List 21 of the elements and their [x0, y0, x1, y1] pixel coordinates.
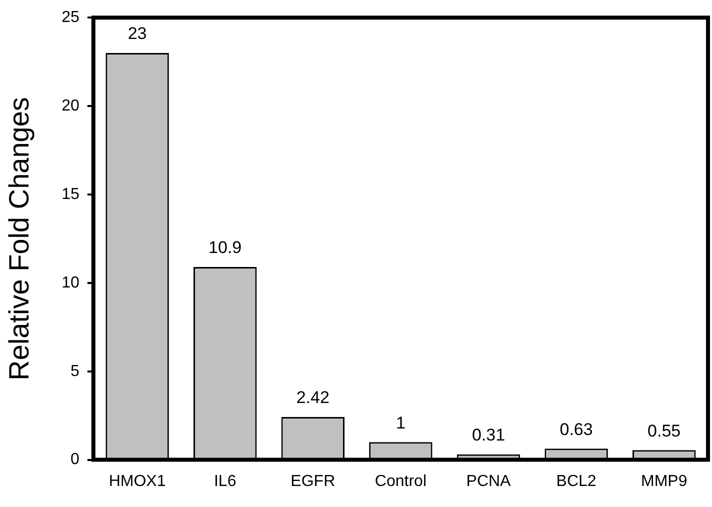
- y-tick-label: 0: [70, 451, 80, 468]
- x-tick-label: MMP9: [640, 472, 688, 490]
- y-tick-label: 25: [62, 9, 80, 26]
- y-tick-label: 20: [62, 97, 80, 114]
- data-label: 23: [128, 24, 147, 44]
- x-tick-label: PCNA: [466, 472, 512, 490]
- y-tick-label: 15: [62, 186, 80, 203]
- data-label: 10.9: [208, 238, 242, 258]
- data-label: 1: [396, 413, 406, 432]
- y-axis-title: Relative Fold Changes: [4, 97, 35, 380]
- x-tick-label: HMOX1: [108, 472, 166, 490]
- data-label: 0.31: [472, 426, 506, 445]
- data-label: 2.42: [296, 388, 330, 408]
- y-tick-label: 5: [70, 362, 80, 380]
- x-tick-label: BCL2: [556, 472, 596, 490]
- x-tick-label: EGFR: [290, 472, 336, 490]
- x-tick-label: Control: [374, 472, 426, 490]
- data-label: 0.63: [560, 420, 593, 439]
- data-label: 0.55: [648, 421, 681, 440]
- x-tick-label: IL6: [214, 472, 236, 490]
- y-tick-label: 10: [62, 274, 80, 292]
